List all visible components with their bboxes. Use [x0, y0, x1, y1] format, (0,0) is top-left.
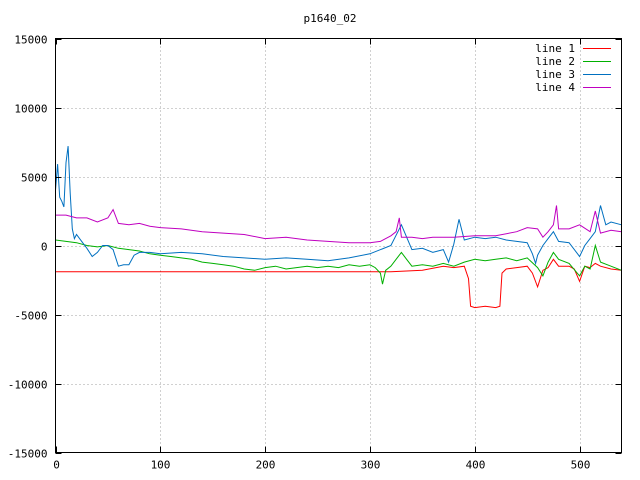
series-line-4: [55, 205, 622, 244]
grid-layer: [55, 38, 622, 453]
series-line-3: [55, 146, 622, 267]
legend-label: line 3: [535, 68, 575, 81]
legend-label: line 2: [535, 55, 575, 68]
legend-label: line 4: [535, 81, 575, 94]
legend-label: line 1: [535, 42, 575, 55]
x-tick-label: 300: [361, 459, 381, 472]
x-tick-label: 500: [571, 459, 591, 472]
y-tick-label: 10000: [14, 103, 47, 116]
y-tick-label: -5000: [14, 310, 47, 323]
series-layer: [55, 146, 622, 309]
chart-title: p1640_02: [304, 12, 357, 25]
axis-layer: 0 100 200 300 400 500 -15000 -10000 -5000 0 5000 10…: [8, 34, 622, 472]
y-tick-label: -15000: [8, 448, 48, 461]
series-line-2: [55, 239, 622, 285]
y-tick-label: 5000: [21, 172, 48, 185]
x-tick-label: 400: [466, 459, 486, 472]
plot-frame: [55, 38, 622, 453]
x-tick-label: 100: [151, 459, 171, 472]
x-tick-label: 0: [53, 459, 60, 472]
x-tick-label: 200: [256, 459, 276, 472]
y-tick-label: -10000: [8, 379, 48, 392]
series-line-1: [55, 258, 622, 309]
y-tick-label: 0: [41, 241, 48, 254]
y-tick-label: 15000: [14, 34, 47, 47]
